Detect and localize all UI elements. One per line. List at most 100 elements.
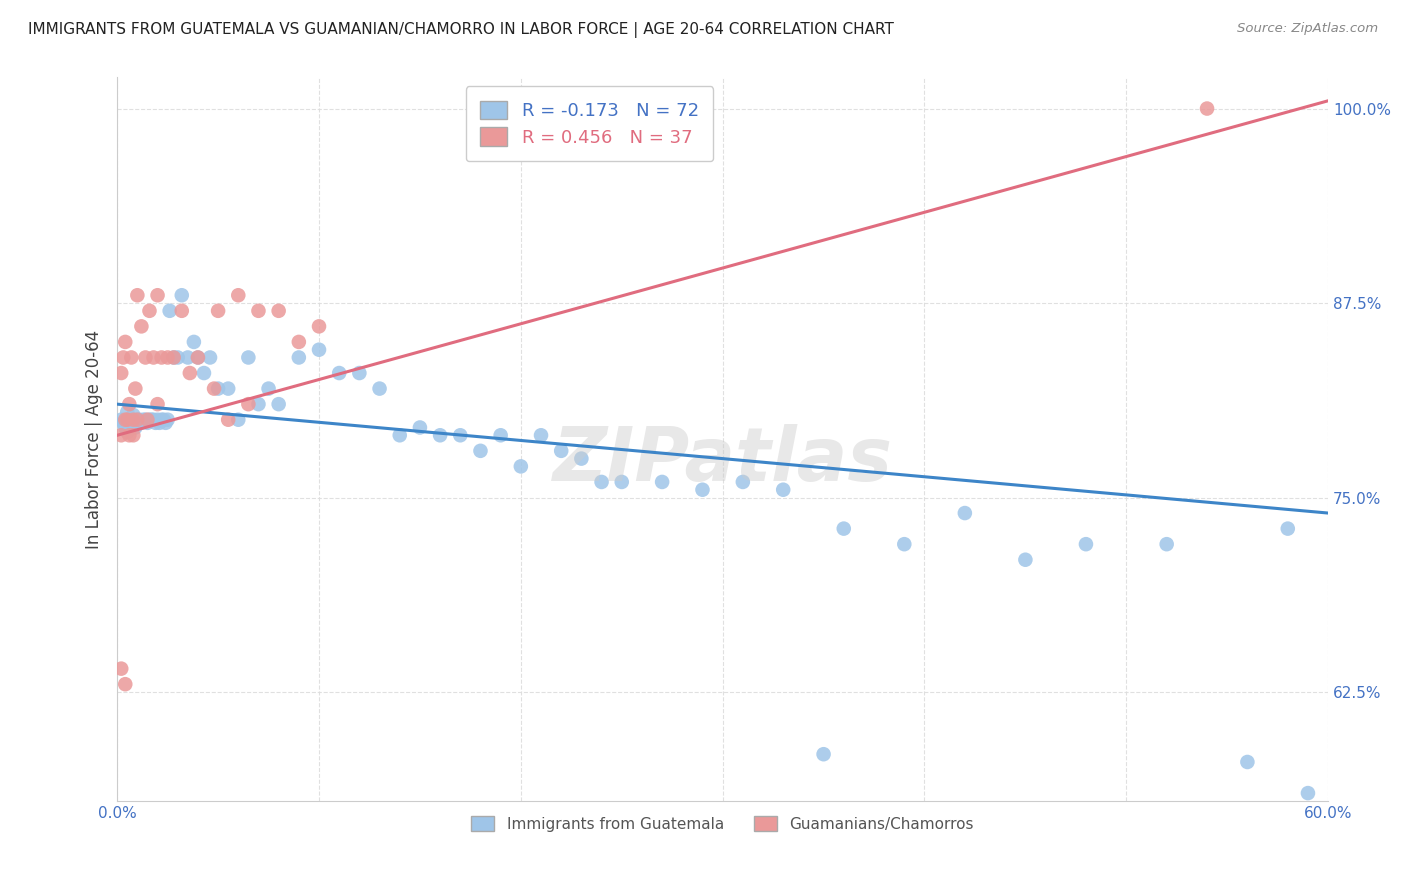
Point — [110, 366, 132, 380]
Point — [146, 397, 169, 411]
Point — [1195, 102, 1218, 116]
Point — [217, 413, 239, 427]
Point — [127, 416, 149, 430]
Point — [112, 351, 135, 365]
Point — [198, 351, 221, 365]
Point — [509, 459, 531, 474]
Point — [772, 483, 794, 497]
Point — [136, 413, 159, 427]
Point — [308, 319, 330, 334]
Point — [155, 416, 177, 430]
Point — [141, 413, 163, 427]
Text: Source: ZipAtlas.com: Source: ZipAtlas.com — [1237, 22, 1378, 36]
Point — [571, 451, 593, 466]
Point — [267, 303, 290, 318]
Point — [112, 416, 135, 430]
Point — [489, 428, 512, 442]
Point — [142, 351, 165, 365]
Point — [328, 366, 350, 380]
Point — [163, 351, 186, 365]
Point — [122, 413, 145, 427]
Point — [813, 747, 835, 762]
Legend: Immigrants from Guatemala, Guamanians/Chamorros: Immigrants from Guatemala, Guamanians/Ch… — [460, 804, 986, 844]
Point — [429, 428, 451, 442]
Point — [202, 382, 225, 396]
Point — [127, 413, 149, 427]
Point — [226, 413, 249, 427]
Point — [288, 334, 311, 349]
Point — [308, 343, 330, 357]
Point — [207, 303, 229, 318]
Point — [118, 428, 141, 442]
Point — [114, 420, 136, 434]
Point — [530, 428, 553, 442]
Point — [187, 351, 209, 365]
Point — [134, 351, 156, 365]
Point — [470, 443, 492, 458]
Point — [145, 416, 167, 430]
Point — [114, 413, 136, 427]
Point — [146, 288, 169, 302]
Point — [124, 420, 146, 434]
Point — [179, 366, 201, 380]
Point — [257, 382, 280, 396]
Point — [128, 413, 150, 427]
Point — [131, 319, 153, 334]
Point — [1074, 537, 1097, 551]
Point — [114, 677, 136, 691]
Point — [150, 351, 173, 365]
Point — [132, 413, 155, 427]
Point — [177, 351, 200, 365]
Point — [114, 334, 136, 349]
Point — [152, 413, 174, 427]
Point — [110, 428, 132, 442]
Point — [117, 405, 139, 419]
Point — [449, 428, 471, 442]
Point — [1236, 755, 1258, 769]
Point — [217, 382, 239, 396]
Point — [150, 413, 173, 427]
Point — [610, 475, 633, 489]
Point — [267, 397, 290, 411]
Point — [156, 351, 179, 365]
Point — [1296, 786, 1319, 800]
Point — [136, 416, 159, 430]
Point — [170, 288, 193, 302]
Point — [170, 303, 193, 318]
Point — [1014, 553, 1036, 567]
Point — [187, 351, 209, 365]
Point — [651, 475, 673, 489]
Point — [117, 413, 139, 427]
Point — [138, 413, 160, 427]
Point — [731, 475, 754, 489]
Point — [120, 416, 142, 430]
Point — [124, 382, 146, 396]
Point — [238, 397, 260, 411]
Point — [183, 334, 205, 349]
Point — [166, 351, 188, 365]
Point — [238, 351, 260, 365]
Point — [110, 413, 132, 427]
Point — [349, 366, 371, 380]
Point — [131, 416, 153, 430]
Point — [142, 413, 165, 427]
Point — [122, 408, 145, 422]
Point — [388, 428, 411, 442]
Point — [953, 506, 976, 520]
Text: IMMIGRANTS FROM GUATEMALA VS GUAMANIAN/CHAMORRO IN LABOR FORCE | AGE 20-64 CORRE: IMMIGRANTS FROM GUATEMALA VS GUAMANIAN/C… — [28, 22, 894, 38]
Point — [368, 382, 391, 396]
Point — [127, 413, 149, 427]
Point — [226, 288, 249, 302]
Text: ZIPatlas: ZIPatlas — [553, 425, 893, 498]
Point — [122, 428, 145, 442]
Point — [117, 425, 139, 439]
Point — [134, 413, 156, 427]
Point — [832, 522, 855, 536]
Point — [138, 303, 160, 318]
Point — [409, 420, 432, 434]
Point — [247, 303, 270, 318]
Point — [146, 413, 169, 427]
Point — [1156, 537, 1178, 551]
Point — [127, 288, 149, 302]
Point — [118, 397, 141, 411]
